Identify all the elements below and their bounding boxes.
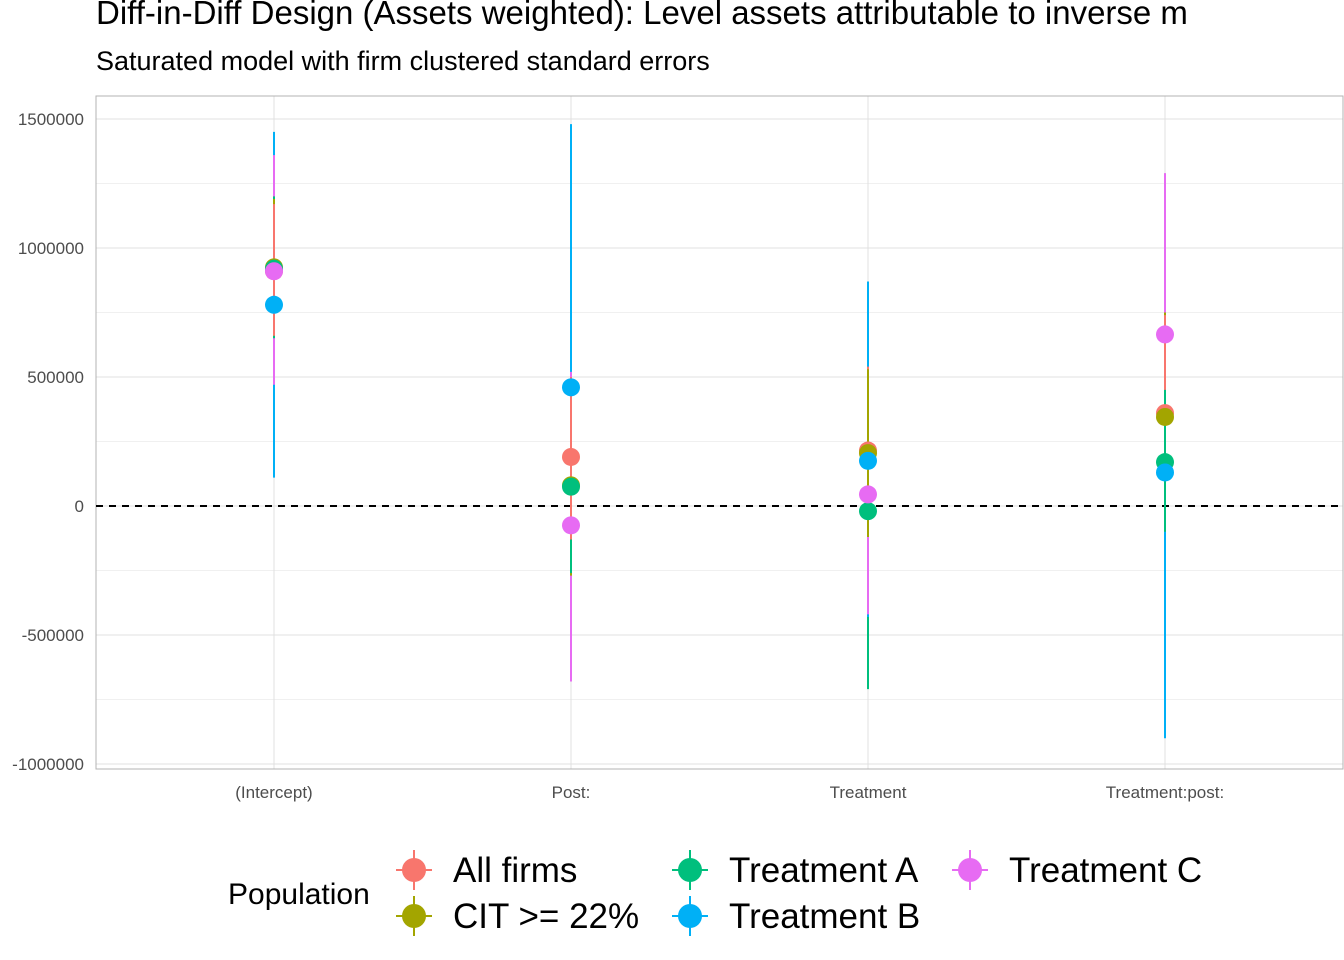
legend-label: CIT >= 22%: [453, 897, 639, 936]
x-tick-label: Treatment: [830, 783, 907, 802]
y-tick-label: 1000000: [18, 239, 84, 258]
panel-border: [95, 95, 1344, 770]
chart-title: Diff-in-Diff Design (Assets weighted): L…: [96, 0, 1188, 31]
legend-key-point: [402, 904, 426, 928]
data-point: [562, 447, 580, 466]
x-tick-label: Post:: [552, 783, 591, 802]
data-point: [265, 262, 283, 281]
data-point: [859, 451, 877, 470]
legend-label: All firms: [453, 851, 577, 890]
data-point: [1156, 407, 1174, 426]
data-point: [859, 502, 877, 521]
data-point: [562, 378, 580, 397]
legend-key-point: [402, 858, 426, 882]
data-point: [562, 477, 580, 496]
legend-key-point: [678, 904, 702, 928]
data-point: [265, 295, 283, 314]
y-tick-label: 1500000: [18, 110, 84, 129]
data-point: [1156, 325, 1174, 344]
y-tick-label: -500000: [22, 626, 84, 645]
legend-label: Treatment C: [1009, 851, 1202, 890]
legend-title: Population: [228, 878, 370, 911]
y-tick-label: 500000: [27, 368, 84, 387]
legend-key-point: [678, 858, 702, 882]
x-tick-label: Treatment:post:: [1106, 783, 1224, 802]
data-point: [859, 485, 877, 504]
y-tick-label: -1000000: [12, 755, 84, 774]
legend-label: Treatment A: [729, 851, 919, 890]
chart-subtitle: Saturated model with firm clustered stan…: [96, 46, 710, 76]
x-tick-label: (Intercept): [235, 783, 312, 802]
data-point: [1156, 463, 1174, 482]
legend-key-point: [958, 858, 982, 882]
data-point: [562, 516, 580, 535]
legend-label: Treatment B: [729, 897, 920, 936]
y-tick-label: 0: [75, 497, 84, 516]
